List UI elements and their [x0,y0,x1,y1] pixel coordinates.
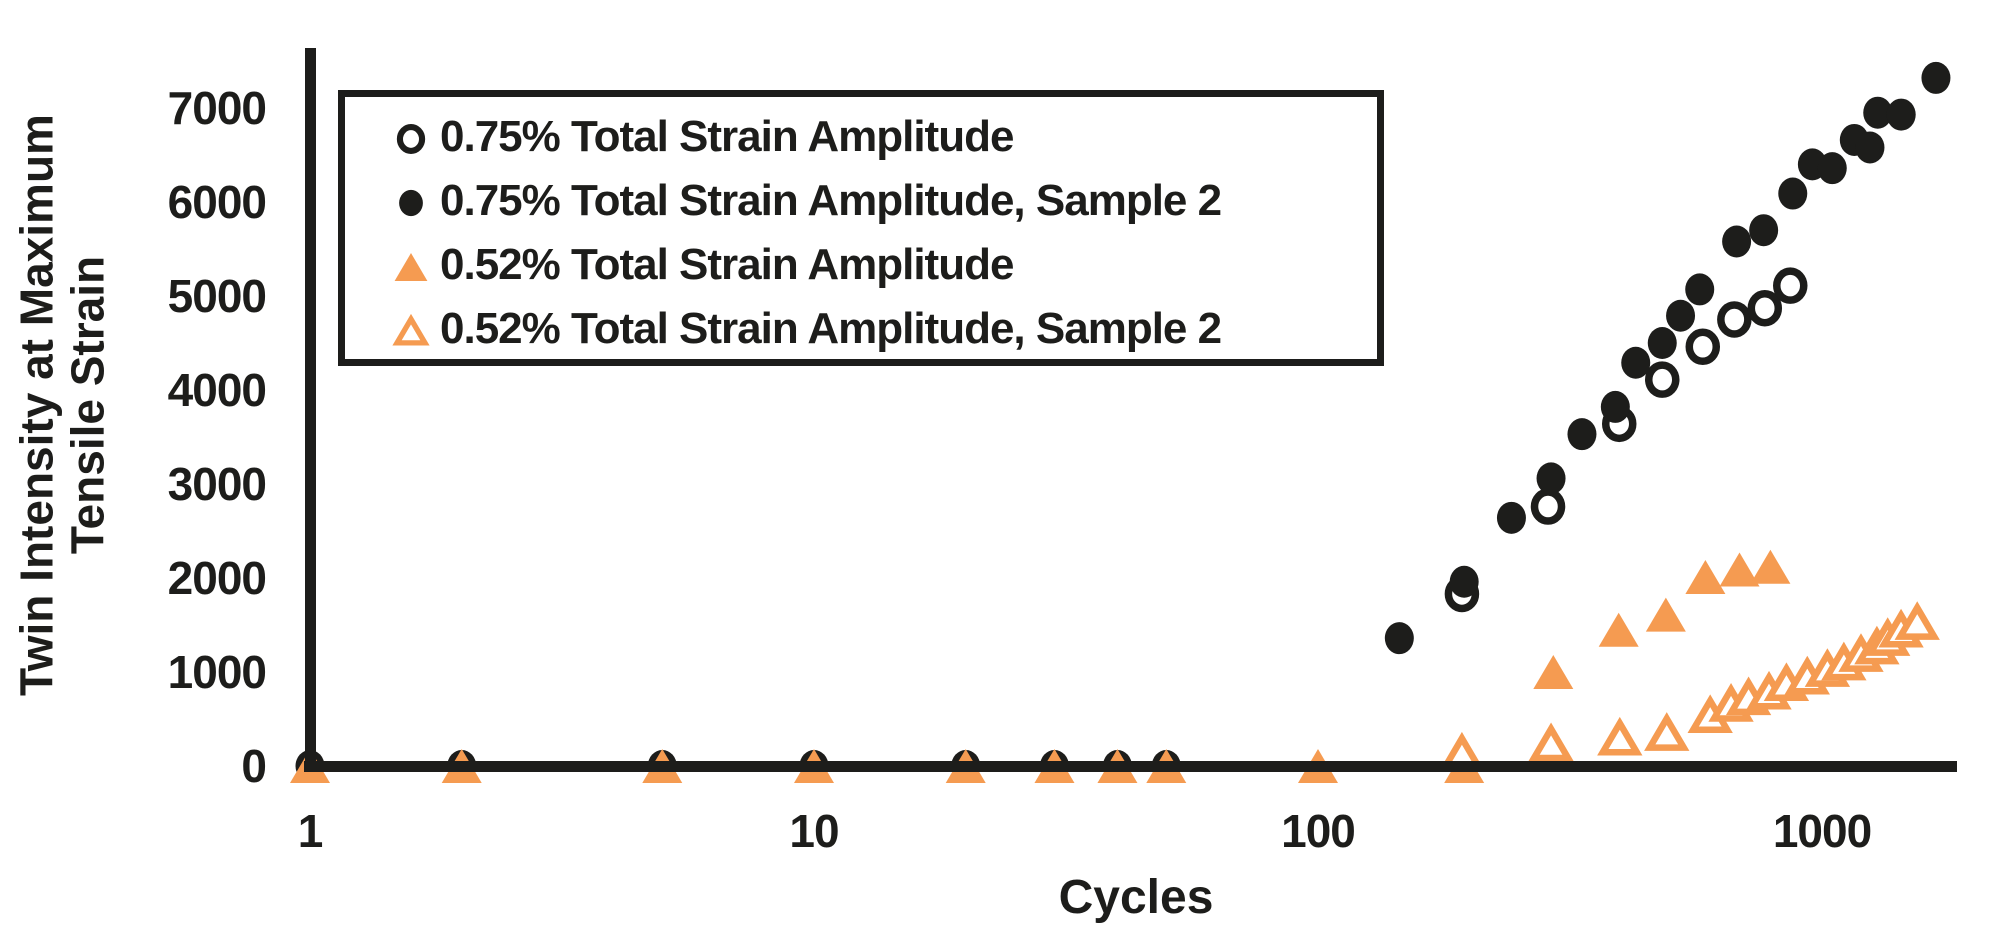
data-point-filled-triangle [1645,597,1686,632]
data-point-filled-circle [1496,501,1526,534]
legend-entry: 0.75% Total Strain Amplitude [389,105,1377,169]
data-point-filled-circle [1863,96,1893,129]
legend-triangle-filled-icon [394,253,428,281]
data-point-filled-triangle [1598,612,1639,647]
y-tick-label: 1000 [167,646,267,698]
x-tick-label: 100 [1281,805,1356,857]
data-point-open-triangle [1644,712,1690,751]
series-circle-open [1444,267,1808,613]
data-point-open-circle [1747,289,1783,327]
y-tick-label: 7000 [167,82,267,134]
y-tick-label: 5000 [167,270,267,322]
data-point-filled-circle [1536,462,1566,495]
legend-circle-filled-icon [399,189,423,217]
y-tick-label: 2000 [167,552,267,604]
y-tick-label: 3000 [167,458,267,510]
y-axis-title-line2: Tensile Strain [61,255,113,555]
legend-entry-label: 0.52% Total Strain Amplitude, Sample 2 [440,304,1222,353]
data-point-filled-circle [1722,225,1752,258]
data-point-filled-triangle [1719,552,1760,587]
data-point-open-circle [1645,361,1680,398]
data-point-open-circle [396,124,426,154]
legend-entry-label: 0.75% Total Strain Amplitude, Sample 2 [440,176,1222,225]
legend-entry: 0.52% Total Strain Amplitude, Sample 2 [389,297,1377,361]
data-point-filled-circle [1666,299,1696,332]
x-tick-label: 1 [297,805,324,857]
data-point-filled-circle [1449,565,1479,598]
data-point-filled-circle [1384,622,1414,655]
data-point-filled-circle [1817,152,1847,185]
data-point-filled-circle [1749,214,1779,247]
y-axis-title: Twin Intensity at Maximum Tensile Strain [10,25,113,785]
y-tick-label: 0 [241,740,267,792]
data-point-filled-triangle [1533,655,1574,689]
data-point-filled-circle [1621,346,1651,379]
data-point-open-triangle [1597,716,1643,756]
legend-box: 0.75% Total Strain Amplitude 0.75% Total … [338,90,1384,366]
data-point-filled-circle [1567,418,1597,451]
data-point-filled-circle [1647,327,1677,359]
data-point-open-circle [1773,267,1808,304]
legend-circle-open-icon [396,124,426,154]
data-point-filled-triangle [394,253,428,281]
legend-entry: 0.52% Total Strain Amplitude [389,233,1377,297]
x-axis-title: Cycles [1058,871,1214,924]
data-point-filled-circle [1886,98,1916,131]
data-point-filled-triangle [1750,549,1791,584]
data-point-open-circle [1530,488,1566,525]
x-axis-line [304,761,1957,772]
y-axis-title-line1: Twin Intensity at Maximum [10,114,63,696]
data-point-filled-triangle [1685,560,1726,595]
data-point-filled-circle [399,189,423,217]
data-point-filled-circle [1685,273,1715,306]
y-axis-line [305,48,316,772]
data-point-filled-circle [1778,177,1808,210]
x-tick-label: 1000 [1772,805,1872,857]
data-point-open-circle [1717,301,1752,338]
data-point-open-triangle [1894,601,1940,640]
data-point-open-circle [1685,328,1721,366]
data-point-filled-circle [1855,131,1885,164]
data-point-open-triangle [392,313,430,346]
data-point-open-triangle [1528,722,1574,762]
legend-entry-label: 0.52% Total Strain Amplitude [440,240,1014,289]
legend-entry-label: 0.75% Total Strain Amplitude [440,112,1014,161]
legend-entry: 0.75% Total Strain Amplitude, Sample 2 [389,169,1377,233]
legend-triangle-open-icon [392,313,430,346]
y-tick-label: 4000 [167,364,267,416]
x-tick-label: 10 [789,805,839,857]
data-point-filled-circle [1600,390,1630,423]
series-triangle-open [1439,601,1940,771]
y-tick-label: 6000 [167,176,267,228]
data-point-filled-circle [1921,61,1951,94]
